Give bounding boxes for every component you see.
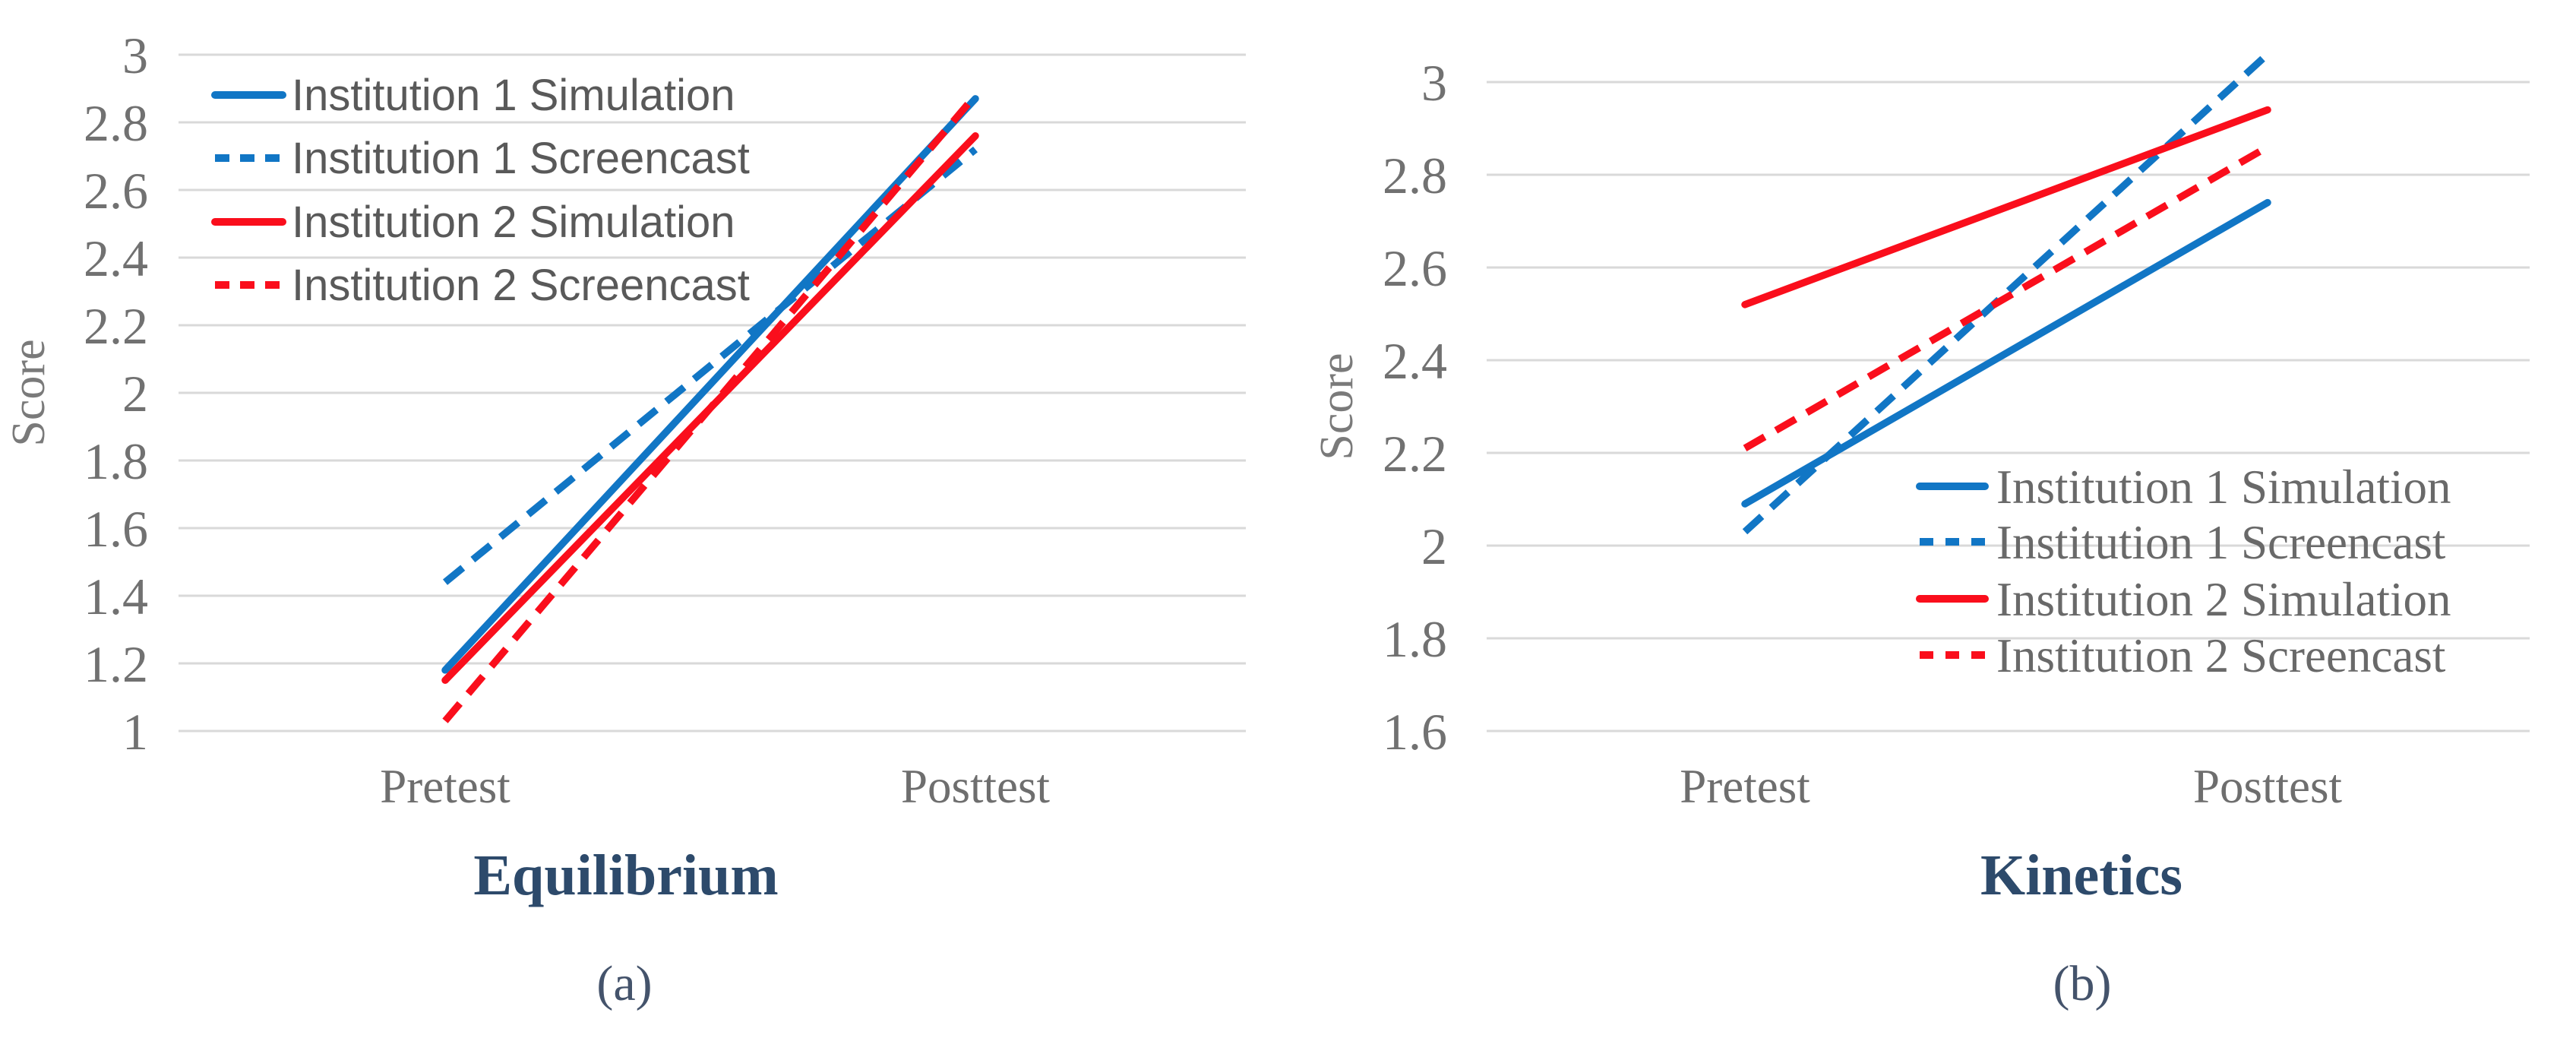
y-tick-label: 1.8	[84, 432, 148, 490]
y-axis-title: Score	[3, 339, 55, 446]
series-line-institution-1-screencast	[1742, 51, 2271, 535]
legend-label: Institution 1 Screencast	[1996, 516, 2446, 569]
y-tick-label: 2.8	[1383, 147, 1447, 204]
series-line-institution-2-simulation	[1741, 106, 2271, 309]
y-tick-label: 1	[122, 703, 148, 761]
legend-label: Institution 2 Simulation	[292, 198, 735, 247]
y-tick-label: 1.2	[84, 635, 148, 693]
y-tick-label: 1.6	[1383, 703, 1447, 761]
x-category-label: Posttest	[2193, 760, 2343, 813]
x-category-label: Pretest	[380, 760, 510, 813]
series-line-institution-1-simulation	[441, 95, 979, 674]
x-category-label: Pretest	[1680, 760, 1810, 813]
y-tick-label: 2	[122, 365, 148, 422]
y-tick-label: 2.8	[84, 94, 148, 152]
legend-label: Institution 2 Simulation	[1996, 573, 2451, 626]
panel-a-caption: (a)	[596, 956, 653, 1011]
y-tick-label: 3	[122, 27, 148, 84]
y-tick-label: 2.6	[84, 162, 148, 220]
series-line-institution-1-simulation	[1741, 198, 2271, 508]
y-tick-label: 2.4	[84, 229, 148, 287]
y-tick-label: 1.8	[1383, 610, 1447, 668]
legend-label: Institution 1 Screencast	[292, 134, 750, 183]
series-line-institution-2-screencast	[442, 93, 978, 723]
legend-label: Institution 2 Screencast	[292, 261, 750, 310]
y-tick-label: 2.2	[84, 297, 148, 355]
y-tick-label: 1.6	[84, 500, 148, 558]
y-tick-label: 2.6	[1383, 239, 1447, 297]
panel-b-title: Kinetics	[1980, 843, 2182, 907]
x-category-label: Posttest	[901, 760, 1051, 813]
y-tick-label: 2.2	[1383, 425, 1447, 483]
y-tick-label: 2	[1421, 517, 1447, 575]
legend-label: Institution 2 Screencast	[1996, 629, 2446, 682]
legend-label: Institution 1 Simulation	[292, 71, 735, 120]
y-tick-label: 3	[1421, 54, 1447, 112]
series-line-institution-2-screencast	[1743, 144, 2270, 452]
y-tick-label: 2.4	[1383, 332, 1447, 390]
panel-a-title: Equilibrium	[473, 843, 779, 907]
y-axis-title: Score	[1311, 353, 1363, 460]
legend-label: Institution 1 Simulation	[1996, 460, 2451, 514]
series-line-institution-1-screencast	[442, 146, 978, 585]
y-tick-label: 1.4	[84, 568, 148, 625]
panel-b-caption: (b)	[2053, 956, 2112, 1011]
